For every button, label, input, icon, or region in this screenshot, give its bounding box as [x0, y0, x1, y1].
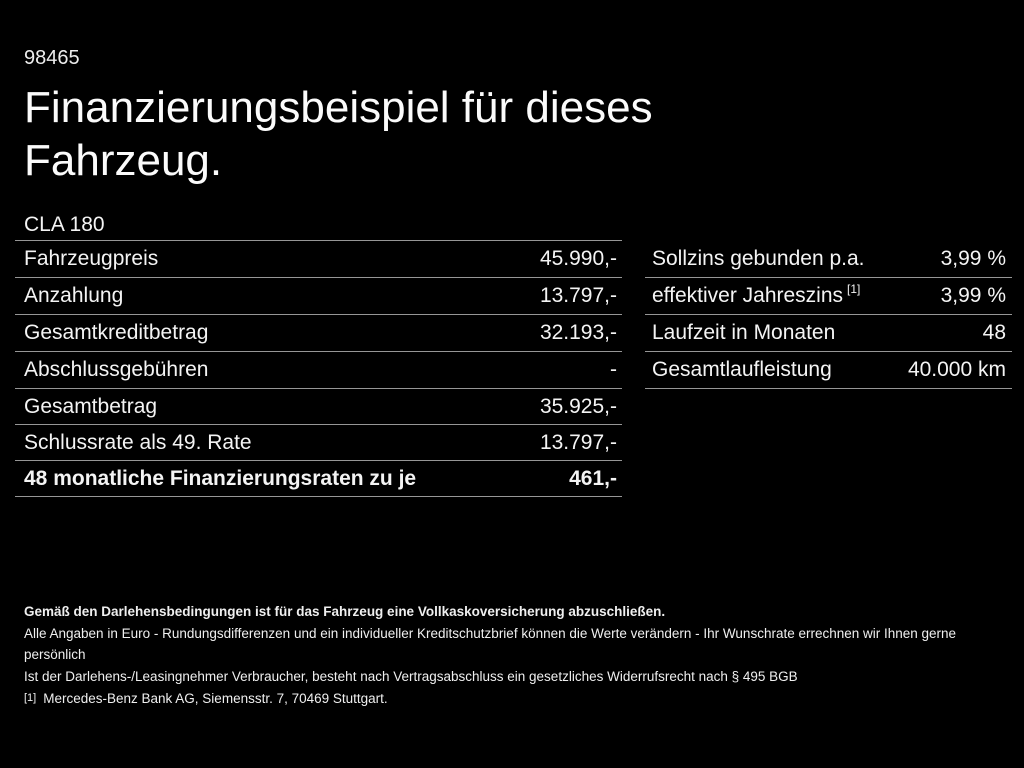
row-value: 40.000 km — [907, 358, 1006, 381]
row-value: 48 — [982, 321, 1006, 344]
conditions-table: Sollzins gebunden p.a. 3,99 % effektiver… — [645, 241, 1012, 389]
page-title: Finanzierungsbeispiel für dieses Fahrzeu… — [24, 81, 653, 187]
row-label: 48 monatliche Finanzierungsraten zu je — [24, 466, 417, 490]
table-row-total-mileage: Gesamtlaufleistung 40.000 km — [645, 352, 1012, 389]
vehicle-id: 98465 — [24, 47, 80, 69]
model-name: CLA 180 — [24, 213, 105, 236]
disclaimer-line-1: Alle Angaben in Euro - Rundungsdifferenz… — [24, 625, 957, 663]
page-title-line-2: Fahrzeug. — [24, 136, 223, 185]
disclaimer-line-2: Ist der Darlehens-/Leasingnehmer Verbrau… — [24, 669, 798, 685]
row-label: Gesamtbetrag — [24, 394, 158, 418]
table-row-effective-interest: effektiver Jahreszins [1] 3,99 % — [645, 278, 1012, 315]
row-value: 3,99 % — [940, 284, 1006, 307]
legal-footer: Gemäß den Darlehensbedingungen ist für d… — [24, 601, 1004, 712]
row-value: 45.990,- — [539, 247, 617, 270]
row-value: 3,99 % — [940, 247, 1006, 270]
footnote-reference: [1] — [847, 282, 861, 296]
row-value: 461,- — [569, 466, 617, 490]
financing-table: Fahrzeugpreis 45.990,- Anzahlung 13.797,… — [15, 240, 622, 497]
table-row-term-months: Laufzeit in Monaten 48 — [645, 315, 1012, 352]
row-label: effektiver Jahreszins [1] — [652, 282, 861, 308]
row-value: 13.797,- — [539, 284, 617, 307]
table-row-monthly-rate: 48 monatliche Finanzierungsraten zu je 4… — [15, 461, 622, 497]
table-row-total-credit: Gesamtkreditbetrag 32.193,- — [15, 315, 622, 352]
row-value: 13.797,- — [539, 430, 617, 454]
row-label-text: effektiver Jahreszins — [652, 284, 844, 307]
row-label: Fahrzeugpreis — [24, 247, 159, 270]
footnote: [1] Mercedes-Benz Bank AG, Siemensstr. 7,… — [24, 688, 1004, 712]
page-title-line-1: Finanzierungsbeispiel für dieses — [24, 83, 653, 132]
table-row-total-amount: Gesamtbetrag 35.925,- — [15, 389, 622, 425]
table-row-closing-fees: Abschlussgebühren - — [15, 352, 622, 389]
row-label: Schlussrate als 49. Rate — [24, 430, 252, 454]
row-label: Abschlussgebühren — [24, 358, 209, 381]
table-row-down-payment: Anzahlung 13.797,- — [15, 278, 622, 315]
row-value: 35.925,- — [539, 394, 617, 418]
row-label: Gesamtlaufleistung — [652, 358, 832, 381]
row-label: Sollzins gebunden p.a. — [652, 247, 865, 270]
row-value: - — [610, 358, 617, 381]
insurance-note: Gemäß den Darlehensbedingungen ist für d… — [24, 604, 666, 619]
footnote-text: Mercedes-Benz Bank AG, Siemensstr. 7, 70… — [43, 690, 388, 706]
table-row-vehicle-price: Fahrzeugpreis 45.990,- — [15, 241, 622, 278]
row-label: Gesamtkreditbetrag — [24, 321, 209, 344]
table-row-final-rate: Schlussrate als 49. Rate 13.797,- — [15, 425, 622, 461]
footnote-marker: [1] — [24, 691, 37, 704]
table-row-nominal-interest: Sollzins gebunden p.a. 3,99 % — [645, 241, 1012, 278]
row-value: 32.193,- — [539, 321, 617, 344]
row-label: Anzahlung — [24, 284, 124, 307]
row-label: Laufzeit in Monaten — [652, 321, 836, 344]
